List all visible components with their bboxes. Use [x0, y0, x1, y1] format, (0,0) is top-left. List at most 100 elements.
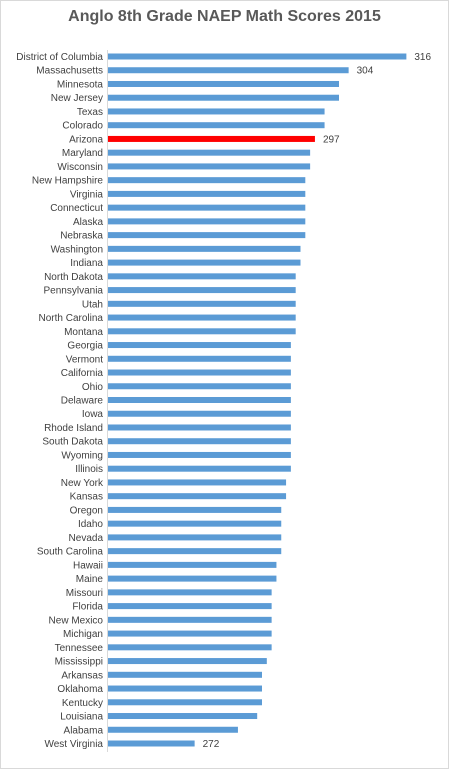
category-label-georgia: Georgia	[67, 341, 103, 352]
category-label-vermont: Vermont	[66, 354, 103, 365]
bar-delaware	[108, 397, 291, 403]
category-label-pennsylvania: Pennsylvania	[44, 286, 104, 297]
category-label-wisconsin: Wisconsin	[57, 162, 103, 173]
bar-pennsylvania	[108, 287, 296, 294]
category-label-utah: Utah	[82, 299, 103, 310]
bar-mississippi	[108, 658, 267, 665]
bar-texas	[108, 108, 325, 115]
category-label-new-hampshire: New Hampshire	[32, 176, 104, 187]
bar-ohio	[108, 383, 291, 390]
bar-wisconsin	[108, 163, 311, 170]
category-label-missouri: Missouri	[66, 588, 103, 599]
category-label-arizona: Arizona	[69, 134, 103, 145]
bar-south-carolina	[108, 548, 282, 555]
category-label-oregon: Oregon	[70, 505, 103, 516]
category-label-michigan: Michigan	[63, 629, 103, 640]
bar-hawaii	[108, 561, 277, 568]
category-label-washington: Washington	[51, 244, 103, 255]
bar-iowa	[108, 410, 291, 417]
bar-wyoming	[108, 451, 291, 458]
category-label-alabama: Alabama	[64, 725, 104, 736]
bar-tennessee	[108, 644, 272, 651]
bar-north-dakota	[108, 273, 296, 280]
bar-utah	[108, 300, 296, 307]
category-label-texas: Texas	[77, 107, 103, 118]
category-label-nevada: Nevada	[69, 533, 104, 544]
bar-alabama	[108, 726, 238, 733]
bar-virginia	[108, 190, 306, 197]
bar-kentucky	[108, 699, 262, 706]
bar-michigan	[108, 630, 272, 637]
category-label-new-jersey: New Jersey	[51, 93, 103, 104]
bar-florida	[108, 603, 272, 610]
bar-vermont	[108, 355, 291, 362]
bar-connecticut	[108, 204, 306, 211]
category-label-mississippi: Mississippi	[55, 657, 103, 668]
bar-rhode-island	[108, 424, 291, 431]
bar-kansas	[108, 493, 287, 500]
category-label-rhode-island: Rhode Island	[44, 423, 103, 434]
category-label-massachusetts: Massachusetts	[36, 66, 103, 77]
bar-california	[108, 369, 291, 376]
category-label-illinois: Illinois	[75, 464, 103, 475]
bar-arkansas	[108, 671, 262, 678]
category-label-alaska: Alaska	[73, 217, 103, 228]
bar-nebraska	[108, 232, 306, 239]
category-label-connecticut: Connecticut	[50, 203, 103, 214]
category-label-delaware: Delaware	[61, 396, 104, 407]
category-label-tennessee: Tennessee	[55, 643, 104, 654]
bar-montana	[108, 328, 296, 335]
bar-massachusetts	[108, 67, 349, 74]
bar-oregon	[108, 506, 282, 513]
bar-missouri	[108, 589, 272, 596]
category-label-district-of-columbia: District of Columbia	[16, 52, 103, 63]
bar-idaho	[108, 520, 282, 527]
category-label-south-dakota: South Dakota	[42, 437, 103, 448]
category-label-north-dakota: North Dakota	[44, 272, 103, 283]
category-label-north-carolina: North Carolina	[39, 313, 104, 324]
bar-new-mexico	[108, 616, 272, 623]
category-label-idaho: Idaho	[78, 519, 103, 530]
bar-maryland	[108, 149, 311, 156]
bar-west-virginia	[108, 740, 195, 747]
bar-oklahoma	[108, 685, 262, 692]
category-label-indiana: Indiana	[70, 258, 103, 269]
category-label-california: California	[61, 368, 104, 379]
bar-new-jersey	[108, 94, 339, 101]
category-label-ohio: Ohio	[82, 382, 104, 393]
bar-illinois	[108, 465, 291, 472]
bar-georgia	[108, 342, 291, 349]
category-label-louisiana: Louisiana	[60, 712, 103, 723]
data-label-arizona: 297	[323, 134, 340, 145]
bar-minnesota	[108, 80, 339, 87]
category-label-maine: Maine	[76, 574, 104, 585]
bar-washington	[108, 245, 301, 252]
category-label-new-mexico: New Mexico	[49, 615, 104, 626]
category-label-florida: Florida	[72, 602, 103, 613]
bar-louisiana	[108, 713, 258, 720]
category-label-kansas: Kansas	[70, 492, 103, 503]
category-label-west-virginia: West Virginia	[44, 739, 103, 750]
bar-north-carolina	[108, 314, 296, 321]
data-label-massachusetts: 304	[357, 66, 374, 77]
category-label-colorado: Colorado	[62, 121, 103, 132]
data-label-west-virginia: 272	[203, 739, 220, 750]
bar-indiana	[108, 259, 301, 266]
chart-title: Anglo 8th Grade NAEP Math Scores 2015	[68, 8, 381, 25]
category-label-minnesota: Minnesota	[57, 79, 104, 90]
category-label-iowa: Iowa	[82, 409, 104, 420]
bar-colorado	[108, 122, 325, 129]
bar-arizona	[108, 135, 315, 142]
category-label-montana: Montana	[64, 327, 103, 338]
bar-south-dakota	[108, 438, 291, 445]
bar-district-of-columbia	[108, 53, 407, 60]
category-label-hawaii: Hawaii	[73, 560, 103, 571]
category-label-new-york: New York	[61, 478, 104, 489]
category-label-wyoming: Wyoming	[61, 450, 103, 461]
bar-new-york	[108, 479, 287, 486]
category-label-south-carolina: South Carolina	[37, 547, 104, 558]
bar-new-hampshire	[108, 177, 306, 184]
category-label-arkansas: Arkansas	[61, 670, 103, 681]
category-label-virginia: Virginia	[70, 189, 104, 200]
